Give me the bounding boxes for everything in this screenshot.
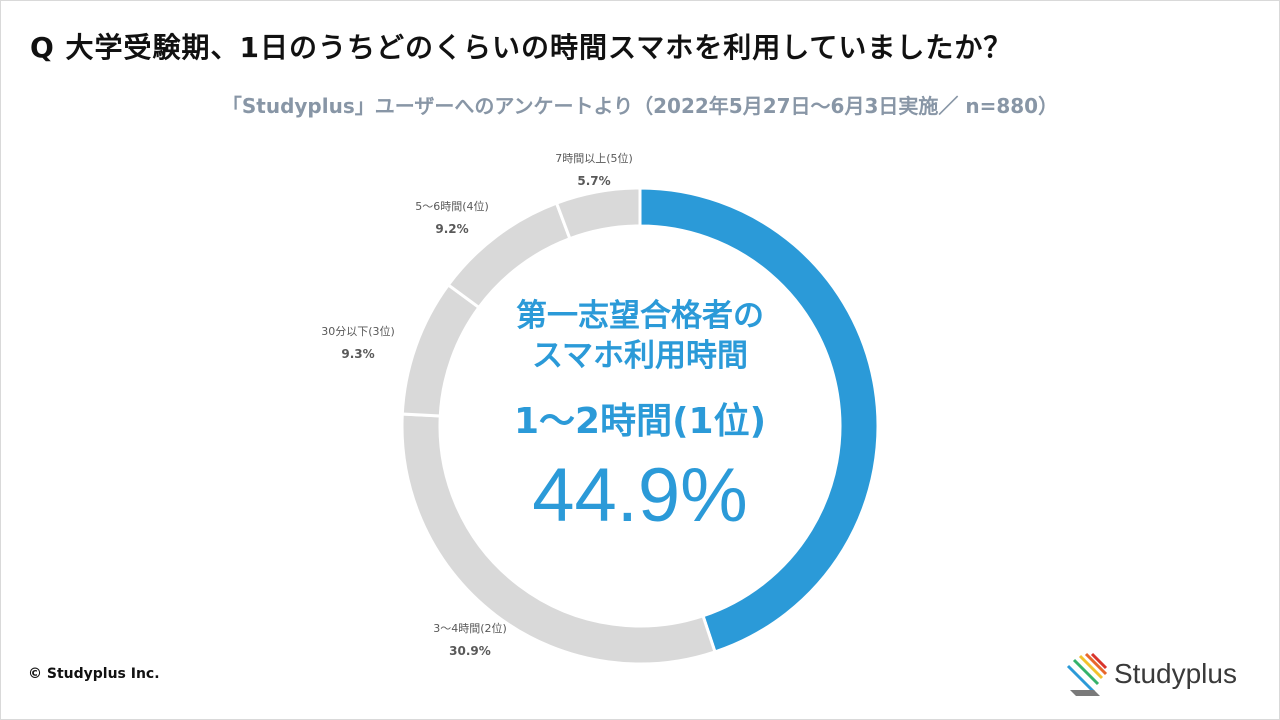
slice-label: 7時間以上(5位) [555,151,633,165]
slice-label: 30分以下(3位) [321,324,395,338]
copyright: © Studyplus Inc. [28,666,160,682]
slice-value: 9.2% [435,222,468,236]
center-title-line2: スマホ利用時間 [531,338,749,374]
center-title-line1: 第一志望合格者の [516,298,764,334]
center-rank: 1～2時間(1位) [513,401,767,442]
question-title: Q 大学受験期、1日のうちどのくらいの時間スマホを利用していましたか？ [30,31,1013,64]
studyplus-logo: Studyplus [1064,652,1254,696]
logo-text: Studyplus [1114,658,1237,689]
donut-slice [638,186,880,654]
donut-slice [554,186,642,241]
slice-label: 3～4時間(2位) [433,621,507,635]
donut-slice [446,201,572,310]
logo-mark-icon [1066,652,1108,696]
slice-value: 5.7% [577,174,610,188]
slice-value: 9.3% [341,347,374,361]
slice-value: 30.9% [449,644,491,658]
slice-label: 5～6時間(4位) [415,199,489,213]
survey-subtitle: 「Studyplus」ユーザーへのアンケートより（2022年5月27日～6月3日… [221,94,1059,118]
center-percent: 44.9% [532,453,748,538]
